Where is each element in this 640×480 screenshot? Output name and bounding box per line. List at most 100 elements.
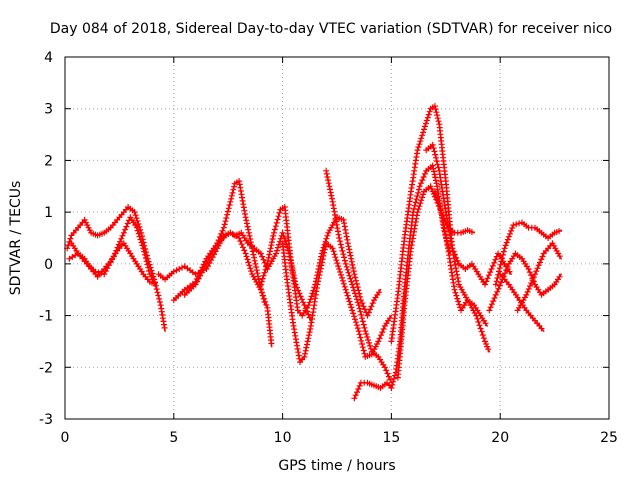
data-point-marker [260,256,267,263]
data-point-marker [453,292,460,299]
data-point-marker [495,285,502,292]
data-point-marker [155,292,162,299]
data-point-marker [492,256,499,263]
data-point-marker [247,265,254,272]
data-point-marker [360,321,367,328]
data-point-marker [351,313,358,320]
data-point-marker [365,309,372,316]
data-point-marker [368,303,375,310]
data-point-marker [516,220,523,227]
data-point-marker [529,277,536,284]
data-point-marker [246,262,253,269]
data-point-marker [154,289,161,296]
data-point-marker [170,268,177,275]
data-point-marker [131,209,138,216]
data-point-marker [430,145,437,152]
data-point-marker [419,132,426,139]
data-point-marker [337,241,344,248]
data-point-marker [248,268,255,275]
data-point-marker [475,319,482,325]
data-point-marker [142,255,149,261]
data-point-marker [513,221,520,228]
data-point-marker [348,255,355,262]
data-point-marker [419,194,426,201]
data-point-marker [539,253,546,260]
data-point-marker [304,338,311,345]
data-point-marker [226,202,233,208]
data-point-marker [120,229,127,236]
data-point-marker [327,186,333,193]
data-point-marker [134,218,141,224]
data-point-marker [228,192,235,199]
data-point-marker [384,370,391,377]
data-point-marker [350,284,357,291]
data-point-marker [272,223,279,230]
data-point-marker [345,243,352,250]
data-point-marker [151,280,158,287]
data-point-marker [339,277,346,284]
data-point-marker [479,332,486,338]
data-point-marker [493,278,500,285]
data-point-marker [504,236,511,243]
data-point-marker [476,322,483,329]
data-point-marker [279,229,286,236]
data-point-marker [505,233,512,240]
data-point-marker [429,162,436,169]
data-point-marker [347,275,354,282]
data-point-marker [483,278,490,285]
data-point-marker [484,275,491,282]
data-point-marker [330,248,337,255]
data-point-marker [366,339,372,346]
data-point-marker [143,258,150,265]
data-point-marker [179,264,185,271]
data-series-sat-p [492,219,562,288]
data-point-marker [342,260,349,267]
data-point-marker [451,251,458,258]
data-point-marker [492,291,499,298]
data-point-marker [348,278,355,285]
data-point-marker [341,257,348,264]
data-point-marker [271,226,278,233]
data-point-marker [417,200,424,207]
data-point-marker [355,328,362,335]
data-point-marker [414,193,421,199]
data-point-marker [173,267,180,274]
data-series-sat-r [514,240,563,314]
data-point-marker [137,236,144,243]
data-point-marker [375,338,382,345]
data-point-marker [145,264,152,271]
data-point-marker [365,337,372,343]
data-point-marker [413,196,420,203]
data-point-marker [333,257,340,264]
data-point-marker [420,174,427,180]
data-point-marker [523,291,530,298]
data-point-marker [435,200,442,207]
data-point-marker [496,282,503,289]
data-point-marker [352,392,359,399]
data-point-marker [309,290,316,297]
data-point-marker [319,259,326,266]
data-point-marker [305,302,312,309]
data-point-marker [528,280,535,287]
data-point-marker [434,197,441,204]
data-point-marker [380,326,387,332]
data-point-marker [240,244,246,251]
data-point-marker [417,138,424,145]
data-point-marker [456,301,463,308]
data-point-marker [274,247,280,254]
data-point-marker [490,298,497,305]
data-point-marker [352,316,358,323]
data-point-marker [355,386,362,392]
data-point-marker [273,250,280,257]
data-point-marker [416,183,423,190]
data-point-marker [228,195,235,202]
data-point-marker [237,238,244,245]
data-point-marker [422,123,428,130]
data-point-marker [419,177,426,184]
data-point-marker [434,115,441,122]
data-point-marker [353,296,360,303]
data-point-marker [243,253,250,260]
data-point-marker [455,298,462,305]
data-point-marker [303,344,310,351]
data-point-marker [442,218,449,225]
